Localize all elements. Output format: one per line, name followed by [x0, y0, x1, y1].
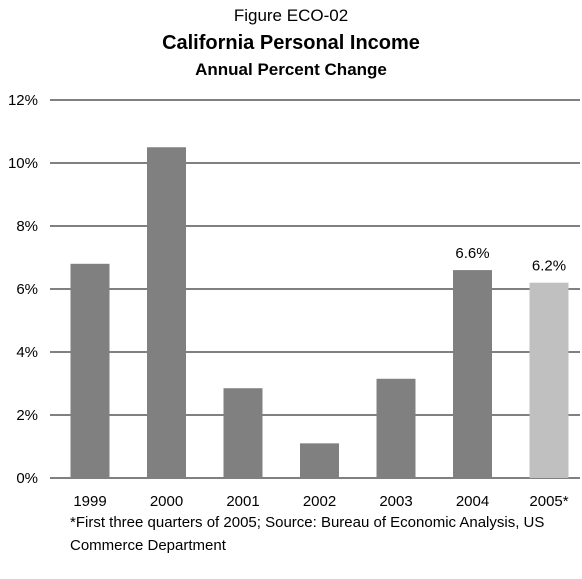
- bar: [300, 443, 339, 478]
- x-tick-label: 2000: [150, 493, 183, 510]
- y-tick-label: 2%: [16, 407, 38, 424]
- bar: [70, 263, 110, 478]
- x-tick-label: 2001: [226, 493, 259, 510]
- data-label: 6.2%: [532, 258, 566, 275]
- y-tick-label: 4%: [16, 344, 38, 361]
- chart-footnote: *First three quarters of 2005; Source: B…: [70, 514, 545, 554]
- y-tick-label: 12%: [8, 92, 38, 109]
- x-tick-label: 2005*: [529, 493, 568, 510]
- figure-label: Figure ECO-02: [233, 6, 349, 25]
- y-tick-label: 8%: [16, 218, 38, 235]
- x-tick-label: 2004: [456, 493, 489, 510]
- x-tick-label: 2003: [379, 493, 412, 510]
- y-tick-label: 6%: [16, 281, 38, 298]
- x-tick-label: 1999: [73, 493, 106, 510]
- chart-title: California Personal Income: [162, 32, 420, 54]
- x-tick-label: 2002: [303, 493, 336, 510]
- bar: [453, 270, 492, 478]
- chart-subtitle: Annual Percent Change: [195, 60, 387, 79]
- bar: [376, 378, 416, 478]
- data-label: 6.6%: [455, 245, 489, 262]
- bar: [223, 388, 263, 478]
- y-tick-label: 0%: [16, 470, 38, 487]
- y-tick-label: 10%: [8, 155, 38, 172]
- bar: [147, 147, 186, 478]
- bar: [529, 282, 569, 478]
